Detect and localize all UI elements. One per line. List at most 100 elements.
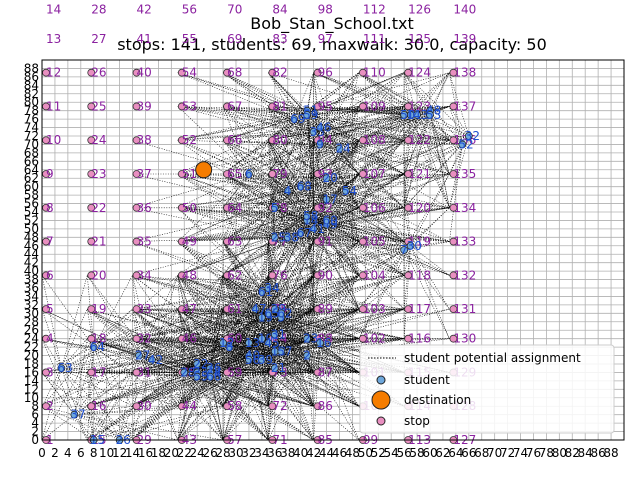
assignment-line — [261, 241, 360, 293]
stop-point — [177, 334, 186, 343]
assignment-line — [345, 190, 405, 276]
assignment-line — [403, 72, 463, 145]
assignment-line — [86, 347, 95, 441]
assignment-line — [177, 359, 250, 407]
assignment-line — [86, 275, 95, 348]
student-point — [219, 338, 227, 347]
assignment-line — [132, 139, 250, 175]
assignment-line — [255, 241, 360, 310]
assignment-line — [326, 224, 450, 242]
x-tick-label: 68 — [474, 446, 489, 460]
assignment-line — [281, 313, 405, 373]
y-tick-label: 52 — [24, 213, 39, 227]
assignment-line — [132, 308, 198, 377]
stop-point — [132, 68, 141, 77]
assignment-line — [196, 275, 224, 365]
assignment-line — [261, 291, 314, 310]
assignment-line — [87, 355, 140, 373]
assignment-line — [268, 114, 405, 141]
assignment-line — [268, 216, 308, 310]
assignment-line — [177, 338, 185, 373]
assignment-line — [274, 237, 359, 242]
assignment-line — [177, 309, 198, 377]
assignment-line — [306, 140, 314, 221]
assignment-line — [177, 308, 269, 344]
assignment-line — [268, 173, 346, 192]
assignment-line — [177, 228, 314, 242]
assignment-line — [74, 372, 178, 415]
assignment-line — [268, 275, 321, 344]
assignment-line — [274, 241, 314, 335]
assignment-line — [177, 372, 198, 441]
assignment-line — [41, 338, 185, 373]
assignment-line — [268, 220, 327, 310]
assignment-line — [222, 144, 321, 175]
student-label: 39 — [258, 353, 273, 367]
assignment-line — [222, 106, 288, 192]
assignment-line — [320, 338, 405, 344]
x-tick-label: 24 — [190, 446, 205, 460]
assignment-line — [268, 72, 321, 128]
assignment-line — [41, 372, 120, 441]
y-tick-label: 84 — [24, 78, 39, 92]
x-tick-label: 36 — [267, 446, 282, 460]
y-tick-label: 10 — [24, 391, 39, 405]
assignment-line — [300, 186, 360, 276]
assignment-line — [261, 241, 314, 293]
assignment-line — [222, 275, 256, 310]
assignment-line — [222, 114, 308, 175]
assignment-line — [222, 355, 250, 407]
assignment-line — [177, 359, 263, 441]
stop-label: 58 — [227, 399, 242, 413]
student-label: 3 — [277, 311, 285, 325]
assignment-line — [410, 207, 450, 246]
assignment-line — [177, 275, 224, 344]
assignment-line — [261, 359, 269, 441]
assignment-line — [177, 338, 211, 377]
assignment-line — [261, 207, 269, 293]
assignment-line — [222, 173, 276, 238]
stop-point — [358, 102, 367, 111]
assignment-line — [326, 173, 405, 225]
stop-label: 53 — [182, 99, 197, 113]
assignment-line — [177, 139, 250, 175]
assignment-line — [222, 308, 275, 352]
assignment-line — [358, 114, 418, 208]
assignment-line — [274, 237, 314, 310]
assignment-line — [268, 140, 308, 217]
stop-point — [358, 203, 367, 212]
assignment-line — [132, 372, 211, 441]
stop-point — [87, 271, 96, 280]
assignment-line — [281, 351, 359, 373]
stop-point — [87, 237, 96, 246]
assignment-line — [210, 338, 314, 373]
assignment-line — [132, 308, 269, 314]
assignment-line — [319, 308, 360, 344]
stop-label: 38 — [137, 133, 152, 147]
stop-label: 140 — [453, 2, 476, 16]
assignment-line — [313, 178, 327, 242]
assignment-line — [449, 144, 463, 175]
stop-label: 70 — [227, 2, 242, 16]
assignment-line — [326, 207, 360, 225]
assignment-line — [268, 224, 327, 276]
assignment-line — [222, 275, 250, 343]
assignment-line — [313, 228, 405, 242]
assignment-line — [61, 368, 88, 441]
assignment-line — [223, 334, 275, 339]
assignment-line — [326, 220, 360, 276]
assignment-line — [132, 367, 275, 407]
assignment-line — [41, 346, 94, 407]
assignment-line — [326, 220, 405, 242]
assignment-line — [307, 114, 405, 141]
assignment-line — [61, 368, 88, 407]
assignment-line — [248, 355, 359, 373]
student-point — [400, 246, 409, 254]
assignment-line — [61, 367, 178, 407]
assignment-line — [87, 359, 152, 373]
student-point — [309, 224, 318, 233]
assignment-line — [177, 308, 275, 335]
assignment-line — [358, 114, 411, 141]
assignment-line — [345, 190, 450, 242]
assignment-line — [403, 110, 431, 141]
